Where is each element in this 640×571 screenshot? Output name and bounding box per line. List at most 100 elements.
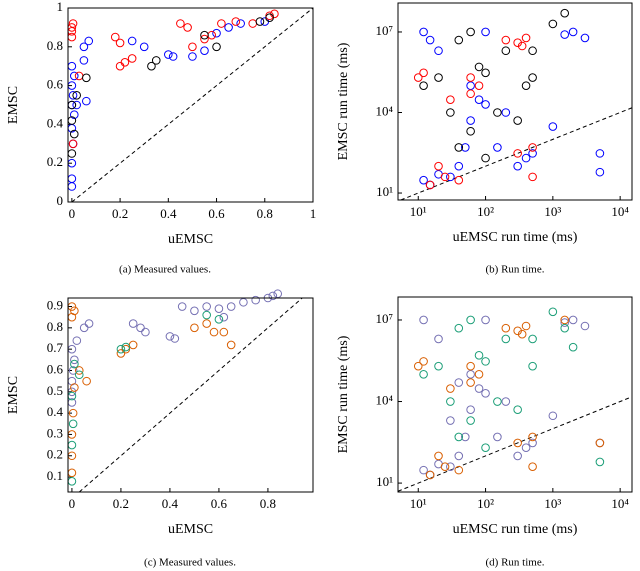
y-tick-label: 0.6 (47, 361, 64, 376)
point (425, 35, 435, 45)
x-axis-label: uEMSC run time (ms) (453, 230, 578, 245)
point (560, 30, 570, 39)
point (548, 19, 558, 29)
x-tick-label: 10³ (544, 496, 561, 511)
point (413, 361, 423, 371)
point (474, 81, 484, 90)
point (434, 334, 443, 344)
point (595, 167, 605, 177)
x-tick-label: 10³ (544, 204, 561, 219)
point (72, 91, 81, 100)
caption: (c) Measured values. (144, 557, 236, 569)
x-tick-label: 0 (69, 206, 76, 221)
point (67, 182, 77, 191)
x-tick-label: 0.4 (162, 496, 179, 511)
point (517, 329, 527, 339)
y-tick-label: 0.4 (47, 115, 64, 130)
y-tick-label: 10⁴ (375, 103, 393, 118)
point (493, 108, 502, 117)
point (548, 411, 558, 421)
point (513, 438, 522, 448)
point (560, 8, 570, 18)
point (560, 318, 570, 327)
point (481, 153, 490, 163)
point (419, 27, 428, 37)
point (501, 323, 511, 333)
point (176, 19, 185, 28)
y-tick-label: 0.4 (47, 404, 64, 419)
point (127, 36, 137, 46)
point (466, 81, 475, 90)
point (460, 432, 470, 442)
y-tick-label: 0.1 (47, 468, 63, 483)
y-axis-label: EMSC run time (ms) (336, 42, 351, 160)
point (528, 438, 537, 448)
point (110, 32, 120, 42)
y-axis-label: EMSC run time (ms) (336, 335, 351, 453)
point (560, 323, 570, 333)
point (454, 161, 464, 171)
point (568, 27, 578, 37)
point (474, 384, 484, 393)
point (517, 41, 527, 51)
x-tick-label: 0.4 (160, 206, 177, 221)
point (548, 307, 558, 317)
x-tick-label: 10⁴ (611, 496, 629, 511)
point (513, 161, 522, 171)
point (219, 327, 229, 337)
point (493, 432, 502, 442)
point (528, 462, 537, 472)
point (568, 342, 578, 352)
point (454, 143, 464, 152)
y-tick-label: 1 (57, 0, 64, 14)
point (521, 443, 531, 453)
x-tick-label: 10² (477, 496, 494, 511)
point (481, 27, 490, 37)
point (67, 468, 77, 478)
point (70, 383, 79, 392)
point (454, 35, 464, 45)
diagonal (397, 396, 633, 492)
point (446, 416, 455, 425)
point (68, 19, 78, 28)
y-tick-label: 10⁷ (375, 23, 393, 38)
point (70, 306, 79, 316)
point (481, 68, 490, 78)
point (74, 366, 84, 375)
point (82, 96, 91, 106)
point (268, 291, 278, 301)
point (183, 23, 192, 32)
point (521, 81, 531, 90)
y-tick-label: 0.2 (47, 154, 63, 169)
point (466, 378, 475, 387)
point (202, 302, 211, 311)
x-axis-label: uEMSC (168, 232, 213, 247)
point (446, 172, 455, 182)
point (466, 405, 475, 415)
point (214, 304, 224, 313)
point (68, 139, 78, 149)
point (425, 470, 435, 480)
point (501, 397, 511, 406)
y-tick-label: 0 (57, 193, 64, 208)
point (595, 438, 605, 448)
point (513, 116, 522, 125)
point (79, 323, 89, 333)
point (501, 108, 511, 117)
point (493, 143, 502, 152)
point (273, 289, 283, 299)
point (226, 302, 236, 311)
point (248, 19, 258, 28)
point (68, 91, 78, 100)
x-tick-label: 10² (477, 204, 494, 219)
point (413, 73, 423, 82)
point (68, 366, 78, 375)
y-tick-label: 10⁴ (375, 393, 393, 408)
point (454, 465, 464, 475)
point (481, 100, 490, 109)
point (212, 42, 221, 52)
point (446, 95, 455, 104)
point (136, 323, 145, 333)
point (528, 143, 537, 152)
point (466, 73, 475, 82)
